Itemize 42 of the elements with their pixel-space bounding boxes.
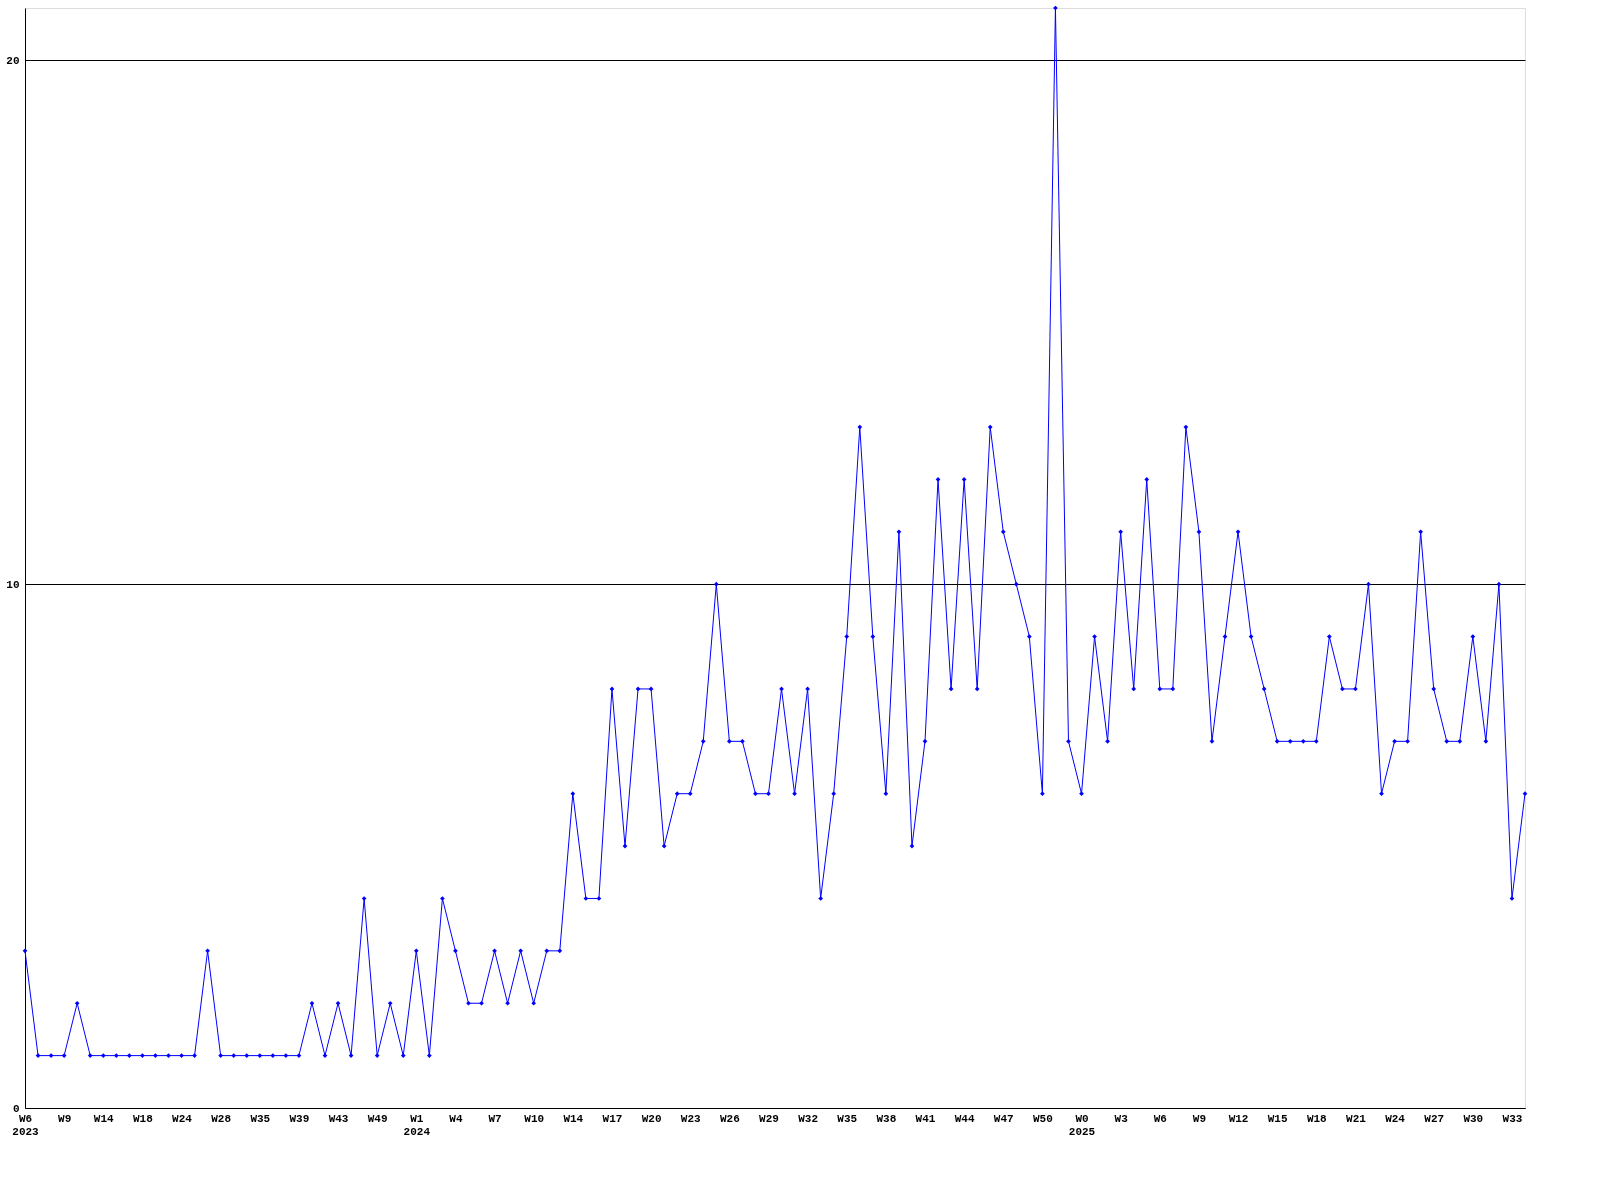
x-tick-label: W35 — [837, 1112, 858, 1125]
x-tick-label: W27 — [1424, 1112, 1445, 1125]
x-tick-label: W23 — [680, 1112, 702, 1125]
x-tick-label: W17 — [602, 1112, 623, 1125]
x-tick-label: W24 — [172, 1112, 193, 1125]
x-tick-label: W38 — [876, 1112, 897, 1125]
x-tick-label: W33 — [1502, 1112, 1523, 1125]
x-tick-label: W32 — [798, 1112, 819, 1125]
x-tick-label: W20 — [641, 1112, 662, 1125]
x-tick-label: W29 — [759, 1112, 779, 1125]
x-tick-label: W9 — [58, 1112, 72, 1125]
x-tick-label: W6 — [1153, 1112, 1167, 1125]
x-tick-label: W9 — [1192, 1112, 1207, 1125]
x-tick-label: W44 — [954, 1112, 975, 1125]
x-tick-label: W18 — [1306, 1112, 1328, 1125]
x-tick-label: W18 — [132, 1112, 154, 1125]
y-tick-label: 0 — [12, 1102, 20, 1115]
x-tick-label: W47 — [993, 1112, 1014, 1125]
x-tick-label: W15 — [1267, 1112, 1288, 1125]
x-tick-label: W0 2025 — [1068, 1112, 1096, 1138]
x-tick-label: W24 — [1385, 1112, 1406, 1125]
x-tick-label: W4 — [449, 1112, 463, 1125]
y-tick-label: 10 — [6, 578, 20, 591]
x-tick-label: W14 — [563, 1112, 584, 1125]
x-tick-label: W50 — [1032, 1112, 1053, 1125]
x-tick-label: W30 — [1463, 1112, 1484, 1125]
y-tick-label: 20 — [6, 54, 20, 67]
x-tick-label: W6 2023 — [12, 1112, 40, 1138]
x-tick-label: W41 — [915, 1112, 936, 1125]
x-tick-label: W43 — [328, 1112, 349, 1125]
x-tick-label: W35 — [250, 1112, 271, 1125]
x-tick-label: W7 — [488, 1112, 502, 1125]
x-tick-label: W10 — [524, 1112, 545, 1125]
x-tick-label: W26 — [719, 1112, 740, 1125]
x-tick-label: W49 — [367, 1112, 388, 1125]
x-tick-label: W12 — [1228, 1112, 1249, 1125]
x-tick-label: W3 — [1114, 1112, 1129, 1125]
x-tick-label: W21 — [1346, 1112, 1367, 1125]
x-tick-label: W28 — [211, 1112, 232, 1125]
x-tick-label: W39 — [289, 1112, 310, 1125]
x-tick-label: W1 2024 — [403, 1112, 431, 1138]
x-tick-label: W14 — [93, 1112, 115, 1125]
